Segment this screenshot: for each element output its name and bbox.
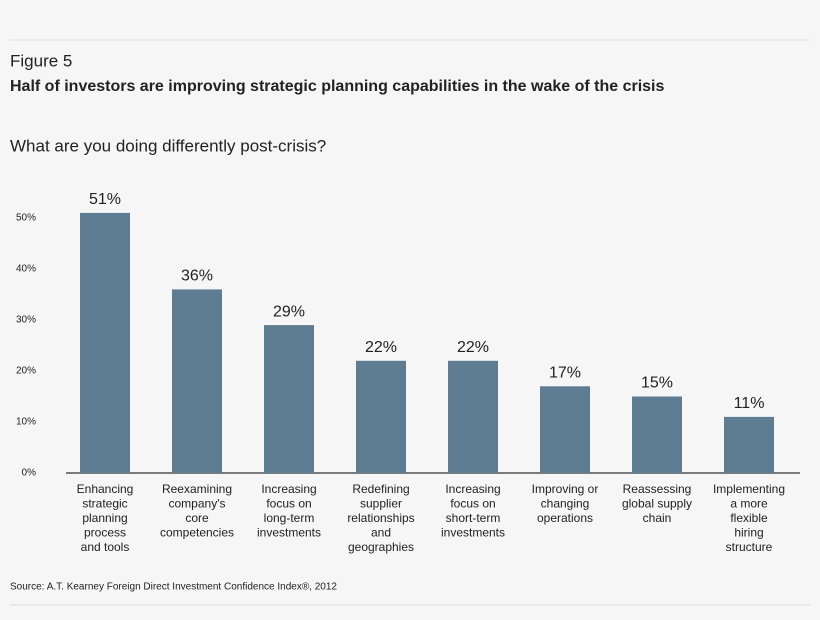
x-tick-label: global supply [622,497,692,511]
x-tick-label: Reassessing [623,482,692,496]
value-label: 29% [273,303,305,320]
bar [80,212,130,473]
x-tick-label: hiring [734,526,763,540]
bar [632,396,682,473]
x-tick-label: Improving or [532,482,599,496]
x-tick-label: Reexamining [162,482,232,496]
value-label: 11% [734,395,765,412]
x-tick-label: long-term [264,511,315,525]
x-tick-label: Enhancing [77,482,134,496]
x-tick-label: and [371,526,391,540]
value-label: 22% [457,339,489,356]
x-tick-label: company's [169,497,226,511]
bar [172,289,222,473]
x-tick-label: competencies [160,526,234,540]
x-tick-label: strategic [82,497,127,511]
value-label: 15% [641,375,673,392]
chart-title: Half of investors are improving strategi… [10,78,664,95]
x-tick-label: investments [257,526,321,540]
x-tick-label: core [185,511,209,525]
value-label: 51% [89,191,121,208]
x-tick-label: geographies [348,540,414,554]
x-tick-label: flexible [730,511,768,525]
y-tick-label: 0% [22,468,37,479]
x-tick-label: changing [541,497,590,511]
figure-label: Figure 5 [10,51,72,70]
x-tick-label: short-term [446,511,501,525]
y-tick-label: 30% [16,315,36,326]
chart-subtitle: What are you doing differently post-cris… [10,136,326,155]
x-tick-label: investments [441,526,505,540]
source-note: Source: A.T. Kearney Foreign Direct Inve… [10,582,337,593]
x-tick-label: process [84,526,126,540]
value-label: 17% [549,365,581,382]
x-tick-label: Increasing [445,482,500,496]
bar [356,360,406,473]
y-tick-label: 50% [16,213,36,224]
x-tick-label: Increasing [261,482,316,496]
y-tick-label: 40% [16,264,36,275]
x-tick-label: Redefining [352,482,409,496]
x-tick-label: and tools [81,540,130,554]
x-tick-label: operations [537,511,593,525]
y-tick-label: 10% [16,417,36,428]
bar [540,386,590,473]
x-tick-label: relationships [347,511,414,525]
y-tick-label: 20% [16,366,36,377]
value-label: 22% [365,339,397,356]
x-tick-label: supplier [360,497,402,511]
x-tick-label: planning [82,511,127,525]
x-tick-label: focus on [450,497,495,511]
x-tick-label: focus on [266,497,311,511]
bar [448,360,498,473]
x-tick-label: a more [730,497,768,511]
bar [724,416,774,473]
x-tick-label: Implementing [713,482,785,496]
x-tick-label: structure [726,540,773,554]
x-tick-label: chain [643,511,672,525]
bar [264,325,314,473]
value-label: 36% [181,268,213,285]
